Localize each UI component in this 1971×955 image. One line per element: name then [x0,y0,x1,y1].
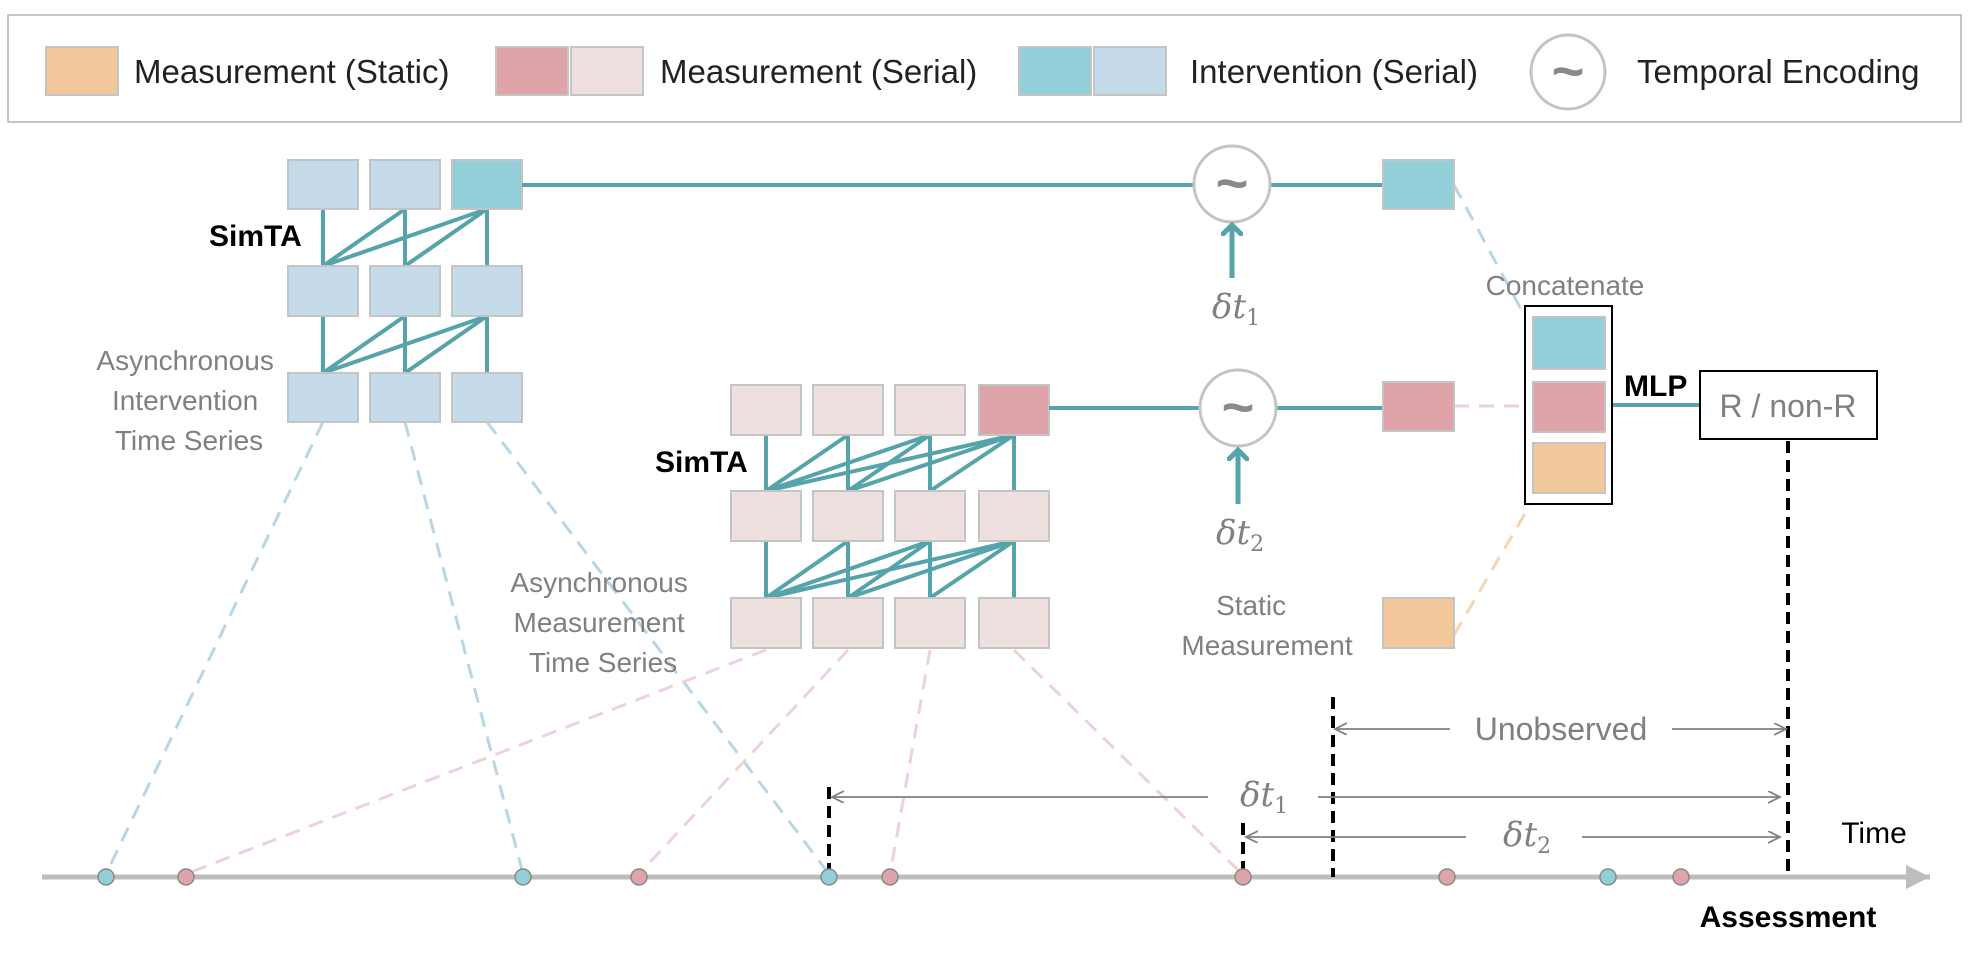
timeline-point-measurement [1438,868,1456,886]
projection-measurement-1 [185,648,767,876]
assessment-label: Assessment [1700,901,1877,934]
intervention-cell-r1c2 [369,159,441,210]
mlp-label: MLP [1624,370,1687,403]
time-label: Time [1841,817,1907,850]
intervention-cell-r3c1 [287,372,359,423]
delta-t1-interval-label: δt1 [1240,775,1288,819]
temporal-encoder-2-icon [1198,368,1278,448]
measurement-cell-r1c1 [730,384,802,436]
concat-intervention-cell [1532,316,1606,370]
projection-concat-intervention [1452,184,1537,336]
measurement-cell-r1c2 [812,384,884,436]
delta-t2-input-label: δt2 [1216,513,1264,557]
measurement-cell-r3c1 [730,597,802,649]
measurement-series-label: Asynchronous Measurement Time Series [510,567,695,678]
legend-serial-intervention-swatch-dark [1018,46,1092,96]
unobserved-label: Unobserved [1475,711,1648,747]
measurement-simta-connections [764,433,1016,600]
intervention-cells [287,159,523,423]
timeline-point-measurement [177,868,195,886]
measurement-cell-r3c3 [894,597,966,649]
intervention-simta-block: SimTA Asynchronous Intervention Time Ser… [96,159,523,456]
projection-measurement-3 [888,649,932,875]
projection-intervention-1 [104,421,325,875]
timeline-point-intervention [820,868,838,886]
projection-intervention-3 [485,421,831,875]
measurement-cells [730,384,1050,649]
measurement-cell-r1c4 [978,384,1050,436]
legend: Measurement (Static) Measurement (Serial… [7,14,1962,123]
concatenate-label: Concatenate [1486,270,1645,301]
legend-serial-measurement-label: Measurement (Serial) [660,53,977,90]
static-measurement-label: Static Measurement [1181,590,1352,661]
simta-label-intervention: SimTA [209,220,302,253]
legend-static-swatch [45,46,119,96]
intervention-cell-r2c1 [287,265,359,317]
delta-t2-interval-label: δt2 [1503,815,1551,859]
timeline-point-measurement [1234,868,1252,886]
timeline-point-intervention [1599,868,1617,886]
pipelines [522,183,1700,410]
measurement-cell-r3c4 [978,597,1050,649]
legend-temporal-encoding-icon [1529,33,1607,111]
timeline-point-measurement [881,868,899,886]
delta-t1-input-label: δt1 [1212,287,1260,331]
output-label: R / non-R [1720,388,1857,424]
intervention-simta-connections [321,207,489,375]
intervention-cell-r2c3 [451,265,523,317]
concat-measurement-cell [1532,381,1606,433]
concat-static-cell [1532,442,1606,494]
temporal-encoder-2: ~ δt2 [1198,368,1278,557]
measurement-embedding [1382,381,1455,432]
legend-static-label: Measurement (Static) [134,53,449,90]
intervention-cell-r1c1 [287,159,359,210]
intervention-cell-r3c2 [369,372,441,423]
legend-tilde-glyph: ~ [1552,39,1585,102]
temporal-encoder-2-tilde: ~ [1222,375,1255,438]
measurement-cell-r2c1 [730,490,802,542]
projection-concat-static [1452,487,1542,636]
intervention-cell-r2c2 [369,265,441,317]
timeline-point-intervention [514,868,532,886]
measurement-cell-r2c4 [978,490,1050,542]
timeline-point-measurement [630,868,648,886]
projection-measurement-2 [637,648,850,876]
timeline: Time Unobserved δt1 δt2 Assessment [42,441,1930,934]
measurement-cell-r3c2 [812,597,884,649]
measurement-cell-r2c3 [894,490,966,542]
measurement-cell-r1c3 [894,384,966,436]
timeline-point-measurement [1672,868,1690,886]
temporal-encoder-1-tilde: ~ [1216,151,1249,214]
intervention-series-label: Asynchronous Intervention Time Series [96,345,281,456]
simta-label-measurement: SimTA [655,446,748,479]
concatenate-block: Concatenate [1486,270,1645,505]
legend-frame [7,14,1962,123]
legend-serial-intervention-label: Intervention (Serial) [1190,53,1478,90]
intervention-cell-r3c3 [451,372,523,423]
measurement-simta-block: SimTA Asynchronous Measurement Time Seri… [510,384,1050,678]
projection-intervention-2 [403,421,525,875]
timeline-point-intervention [97,868,115,886]
measurement-cell-r2c2 [812,490,884,542]
intervention-embedding [1382,159,1455,210]
temporal-encoder-1: ~ δt1 [1192,144,1272,331]
static-embedding [1382,597,1455,649]
legend-serial-measurement-swatch-light [570,46,644,96]
legend-temporal-encoding-label: Temporal Encoding [1637,53,1920,90]
output-box [1699,370,1878,440]
intervention-cell-r1c3 [451,159,523,210]
embeddings [1382,159,1455,649]
projection-lines [104,184,1542,876]
legend-serial-measurement-swatch-dark [495,46,569,96]
legend-serial-intervention-swatch-light [1093,46,1167,96]
projection-measurement-4 [1012,648,1244,876]
